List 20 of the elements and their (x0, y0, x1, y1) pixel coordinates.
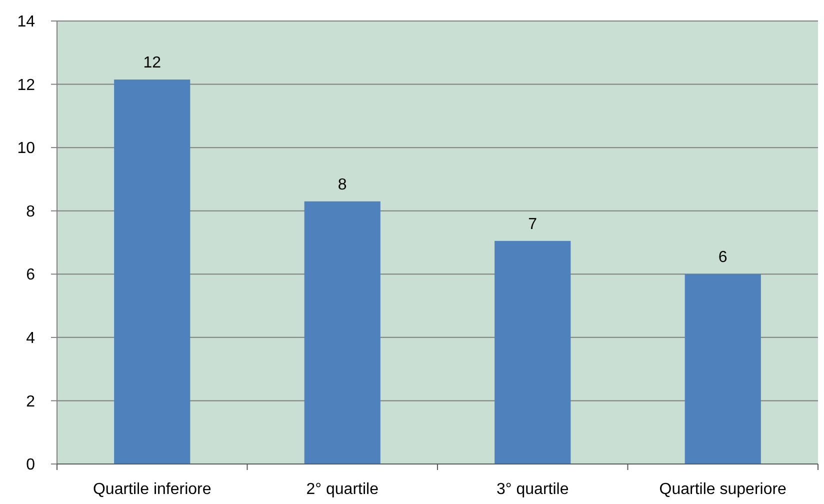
y-tick-label: 14 (17, 14, 36, 31)
data-label: 8 (338, 176, 347, 194)
y-tick-label: 10 (17, 140, 36, 158)
bar (304, 201, 380, 464)
bar (494, 240, 571, 464)
x-tick-label: 2° quartile (306, 481, 379, 498)
y-tick-label: 2 (26, 393, 36, 410)
x-tick-label: Quartile superiore (659, 481, 787, 498)
y-tick-label: 8 (26, 203, 36, 220)
data-label: 12 (143, 54, 162, 72)
x-tick-label: 3° quartile (496, 481, 569, 498)
y-tick-label: 12 (17, 76, 36, 94)
x-tick-label: Quartile inferiore (92, 481, 212, 498)
y-tick-label: 0 (26, 456, 36, 474)
data-label: 7 (528, 216, 538, 233)
bar (684, 274, 761, 464)
y-tick-label: 4 (26, 330, 36, 348)
data-label: 6 (718, 249, 728, 266)
bar (114, 80, 190, 464)
y-tick-label: 6 (26, 266, 36, 284)
